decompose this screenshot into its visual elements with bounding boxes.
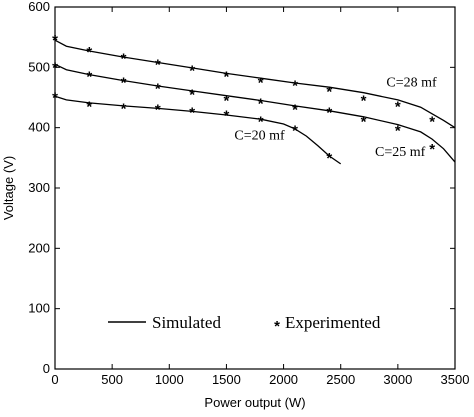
- x-tick-label: 3000: [383, 372, 412, 387]
- x-tick-label: 3500: [441, 372, 470, 387]
- curve-label: C=28 mf: [386, 76, 437, 91]
- y-tick-label: 500: [28, 59, 50, 74]
- experimented-point-c-28-mf: *: [121, 50, 127, 67]
- experimented-point-c-28-mf: *: [326, 83, 332, 100]
- experimented-point-c-25-mf: *: [155, 80, 161, 97]
- x-tick-label: 2500: [326, 372, 355, 387]
- experimented-point-c-28-mf: *: [224, 68, 230, 85]
- experimented-point-c-20-mf: *: [326, 150, 332, 167]
- experimented-point-c-28-mf: *: [292, 77, 298, 94]
- x-tick-label: 500: [101, 372, 123, 387]
- legend: Simulated * Experimented: [108, 313, 381, 335]
- simulated-curve-c-25-mf: [54, 63, 456, 163]
- experimented-point-c-25-mf: *: [224, 93, 230, 110]
- experimented-point-c-25-mf: *: [292, 102, 298, 119]
- x-tick-label: 2000: [269, 372, 298, 387]
- x-tick-label: 1500: [212, 372, 241, 387]
- y-tick-label: 200: [28, 240, 50, 255]
- experimented-point-c-25-mf: *: [86, 68, 92, 85]
- y-tick-label: 0: [43, 361, 50, 376]
- experimented-point-c-28-mf: *: [86, 44, 92, 61]
- experimented-point-c-25-mf: *: [326, 105, 332, 122]
- simulated-curve-c-28-mf: [54, 39, 456, 129]
- legend-experimented-label: Experimented: [285, 313, 381, 332]
- experimented-point-c-25-mf: *: [429, 141, 435, 158]
- experimented-point-c-28-mf: *: [395, 99, 401, 116]
- simulated-curve-c-20-mf: [54, 95, 342, 165]
- legend-simulated-label: Simulated: [152, 313, 221, 332]
- experimented-point-c-25-mf: *: [52, 59, 58, 76]
- x-axis-label: Power output (W): [204, 395, 305, 410]
- x-tick-label: 0: [51, 372, 58, 387]
- y-tick-label: 300: [28, 180, 50, 195]
- experimented-point-c-20-mf: *: [189, 105, 195, 122]
- x-tick-label: 1000: [155, 372, 184, 387]
- experimented-point-c-28-mf: *: [189, 62, 195, 79]
- y-tick-label: 600: [28, 0, 50, 14]
- y-axis-label: Voltage (V): [1, 156, 16, 220]
- y-tick-label: 100: [28, 301, 50, 316]
- experimented-point-c-20-mf: *: [52, 89, 58, 106]
- experimented-point-c-25-mf: *: [121, 74, 127, 91]
- y-axis-ticks: 0 100 200 300 400 500 600: [28, 0, 455, 376]
- experimented-point-c-20-mf: *: [121, 100, 127, 117]
- legend-asterisk-marker: *: [274, 318, 280, 335]
- plot-frame: [54, 6, 456, 370]
- experimented-markers: * * * * * * * * * * * * * * * * * * * * * * * * * * * * * * * * *: [52, 32, 435, 167]
- experimented-point-c-25-mf: *: [361, 114, 367, 131]
- curve-labels: C=28 mf C=25 mf C=20 mf: [234, 76, 437, 160]
- experimented-point-c-28-mf: *: [155, 56, 161, 73]
- experimented-point-c-20-mf: *: [224, 108, 230, 125]
- experimented-point-c-25-mf: *: [189, 86, 195, 103]
- experimented-point-c-20-mf: *: [258, 114, 264, 131]
- experimented-point-c-25-mf: *: [395, 123, 401, 140]
- x-axis-ticks: 0 500 1000 1500 2000 2500 3000 3500: [51, 7, 469, 387]
- experimented-point-c-25-mf: *: [258, 96, 264, 113]
- curves: [54, 39, 456, 165]
- experimented-point-c-28-mf: *: [52, 32, 58, 49]
- experimented-point-c-20-mf: *: [86, 99, 92, 116]
- experimented-point-c-20-mf: *: [155, 102, 161, 119]
- experimented-point-c-28-mf: *: [258, 74, 264, 91]
- experimented-point-c-20-mf: *: [292, 123, 298, 140]
- experimented-point-c-28-mf: *: [429, 114, 435, 131]
- curve-label: C=25 mf: [375, 145, 426, 160]
- y-tick-label: 400: [28, 120, 50, 135]
- experimented-point-c-28-mf: *: [361, 93, 367, 110]
- curve-label: C=20 mf: [234, 129, 285, 144]
